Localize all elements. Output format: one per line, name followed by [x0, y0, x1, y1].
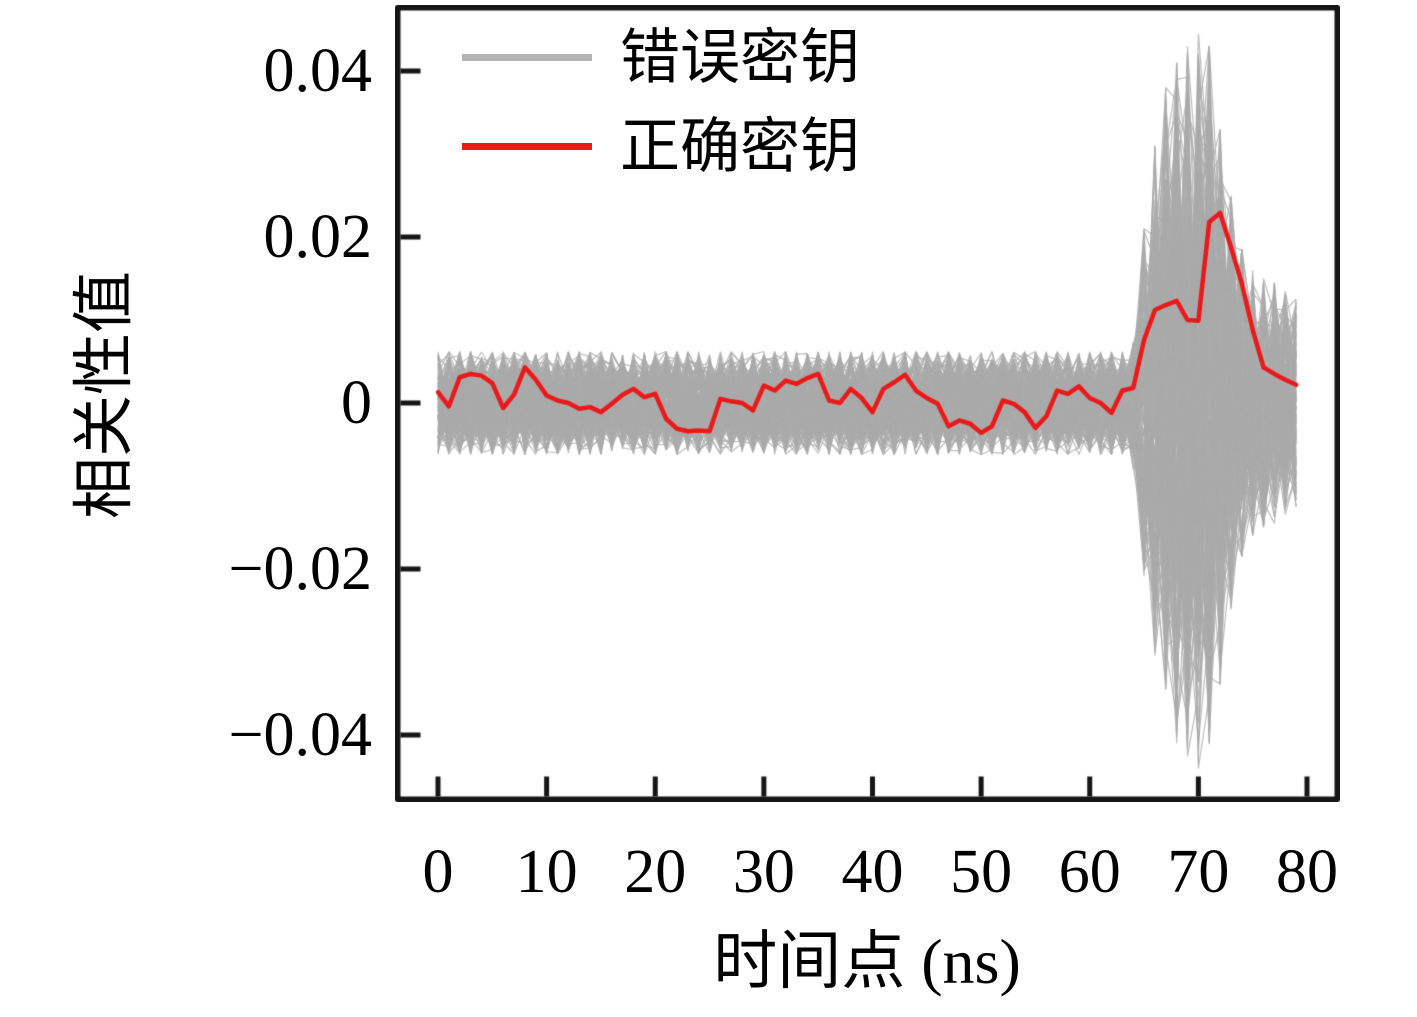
legend: 错误密钥 正确密钥: [462, 13, 860, 191]
legend-label-correct-key: 正确密钥: [620, 113, 860, 180]
y-tick-label: 0.02: [263, 203, 373, 271]
y-axis-title: 相关性值: [71, 271, 139, 520]
y-tick-label: −0.04: [228, 701, 372, 769]
x-tick-label: 80: [1276, 838, 1338, 906]
x-tick-label: 70: [1167, 838, 1230, 906]
x-tick-label: 20: [624, 838, 687, 906]
x-tick-label: 60: [1058, 838, 1121, 906]
x-tick-label: 0: [422, 838, 454, 906]
x-tick-label: 50: [950, 838, 1013, 906]
x-axis-title: 时间点 (ns): [713, 926, 1021, 997]
legend-label-wrong-key: 错误密钥: [620, 24, 860, 91]
legend-item-wrong-key: 错误密钥: [462, 13, 860, 102]
y-tick-label: −0.02: [228, 535, 372, 603]
correct-key-line-sample: [462, 143, 592, 150]
legend-item-correct-key: 正确密钥: [462, 102, 860, 191]
y-tick-label: 0.04: [263, 37, 373, 105]
wrong-key-line-sample: [462, 54, 592, 61]
x-tick-label: 40: [841, 838, 904, 906]
y-tick-label: 0: [341, 369, 372, 437]
x-tick-label: 30: [732, 838, 795, 906]
plot-canvas: [395, 5, 1340, 802]
x-tick-label: 10: [515, 838, 578, 906]
